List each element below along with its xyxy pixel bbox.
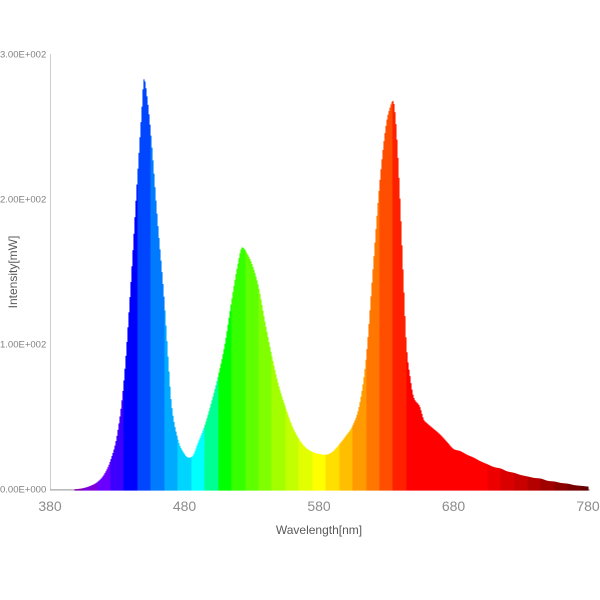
x-tick-label: 480 [172,498,197,514]
y-tick-label: 2.00E+002 [0,194,47,205]
x-tick-label: 680 [441,498,466,514]
x-tick-label: 580 [307,498,331,514]
y-tick-label: 3.00E+002 [0,49,47,60]
y-tick-label: 1.00E+002 [0,339,47,350]
y-axis-title: Intensity[mW] [6,235,20,309]
y-tick-label: 0.00E+000 [0,484,47,495]
x-tick-label: 780 [576,498,600,514]
x-tick-label: 380 [38,498,62,514]
x-axis-title: Wavelength[nm] [275,523,363,537]
